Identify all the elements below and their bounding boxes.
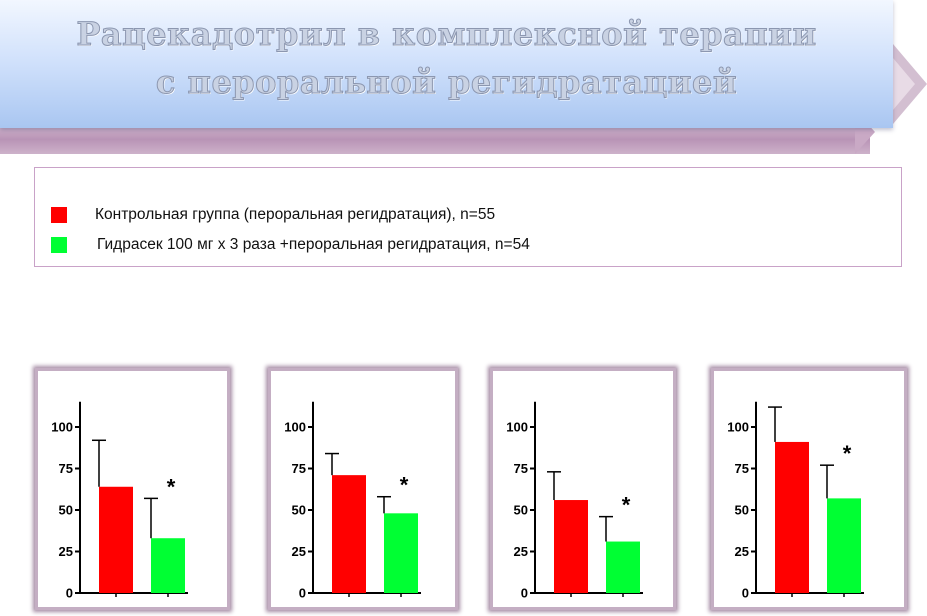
y-tick-label: 25 [292,544,306,559]
bar-chart-4: 0 25 50 75 100 * [727,401,864,601]
y-tick-label: 50 [735,503,749,518]
chart-panel-1: 0 25 50 75 100 * [35,368,230,610]
y-tick-label: 100 [284,420,306,435]
bar-chart-3: 0 25 50 75 100 * [506,401,643,601]
significance-marker: * [843,441,852,466]
bar-control [554,500,588,593]
bar-treatment [827,498,861,593]
y-tick-label: 100 [51,420,73,435]
y-tick-label: 100 [727,420,749,435]
y-tick-label: 50 [59,503,73,518]
page-title: Рацекадотрил в комплексной терапии с пер… [20,10,873,106]
significance-marker: * [622,493,631,518]
bar-chart-2: 0 25 50 75 100 * [284,401,421,601]
y-tick-label: 25 [59,544,73,559]
y-tick-label: 50 [292,503,306,518]
y-tick-label: 0 [299,586,306,601]
legend-label-treatment: Гидрасек 100 мг x 3 раза +пероральная ре… [97,236,530,253]
y-tick-label: 100 [506,420,528,435]
banner-arrow-inner-icon [893,58,915,110]
y-tick-label: 75 [292,461,306,476]
y-tick-label: 75 [514,461,528,476]
bar-treatment [384,513,418,593]
legend-swatch-control [51,207,67,223]
bar-treatment [606,541,640,593]
page-title-line-2: с пероральной регидратацией [155,63,738,102]
bar-control [332,475,366,593]
significance-marker: * [400,473,409,498]
bar-treatment [151,538,185,593]
chart-panel-2: 0 25 50 75 100 * [268,368,458,610]
y-tick-label: 75 [735,461,749,476]
significance-marker: * [167,474,176,499]
chart-panel-4: 0 25 50 75 100 * [711,368,907,610]
y-tick-label: 25 [735,544,749,559]
legend-label-control: Контрольная группа (пероральная регидрат… [95,206,496,223]
legend-swatch-treatment [51,237,67,253]
y-tick-label: 0 [742,586,749,601]
y-tick-label: 50 [514,503,528,518]
y-tick-label: 0 [521,586,528,601]
bar-chart-1: 0 25 50 75 100 * [51,401,188,601]
chart-panel-3: 0 25 50 75 100 * [490,368,676,610]
page-title-line-1: Рацекадотрил в комплексной терапии [76,15,817,54]
legend: Контрольная группа (пероральная регидрат… [34,167,902,267]
bar-control [99,486,133,593]
bar-control [775,441,809,593]
y-tick-label: 0 [66,586,73,601]
y-tick-label: 75 [59,461,73,476]
title-banner: Рацекадотрил в комплексной терапии с пер… [0,0,893,128]
y-tick-label: 25 [514,544,528,559]
